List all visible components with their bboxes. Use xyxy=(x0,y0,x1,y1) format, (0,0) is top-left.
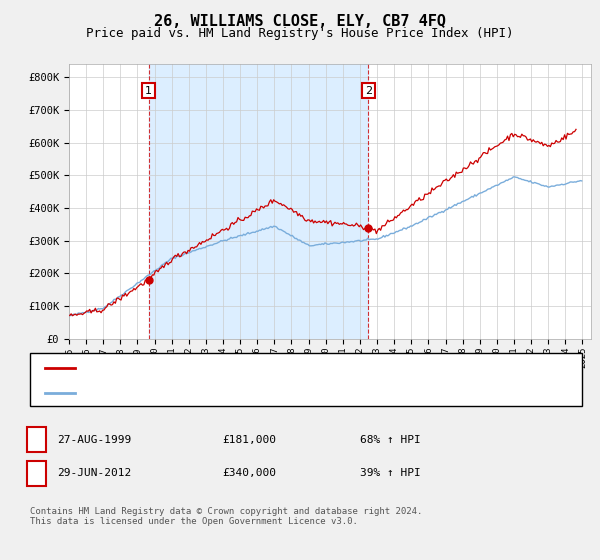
Text: Contains HM Land Registry data © Crown copyright and database right 2024.
This d: Contains HM Land Registry data © Crown c… xyxy=(30,507,422,526)
Text: 1: 1 xyxy=(33,433,40,446)
Text: £340,000: £340,000 xyxy=(222,468,276,478)
Text: 1: 1 xyxy=(145,86,152,96)
Bar xyxy=(149,64,368,339)
Text: 26, WILLIAMS CLOSE, ELY, CB7 4FQ (detached house): 26, WILLIAMS CLOSE, ELY, CB7 4FQ (detach… xyxy=(84,363,390,373)
Text: 2: 2 xyxy=(33,466,40,480)
Text: 29-JUN-2012: 29-JUN-2012 xyxy=(57,468,131,478)
Text: Price paid vs. HM Land Registry's House Price Index (HPI): Price paid vs. HM Land Registry's House … xyxy=(86,27,514,40)
Text: 26, WILLIAMS CLOSE, ELY, CB7 4FQ: 26, WILLIAMS CLOSE, ELY, CB7 4FQ xyxy=(154,14,446,29)
Text: 39% ↑ HPI: 39% ↑ HPI xyxy=(360,468,421,478)
Text: HPI: Average price, detached house, East Cambridgeshire: HPI: Average price, detached house, East… xyxy=(84,388,428,398)
Text: 68% ↑ HPI: 68% ↑ HPI xyxy=(360,435,421,445)
Text: £181,000: £181,000 xyxy=(222,435,276,445)
Text: 27-AUG-1999: 27-AUG-1999 xyxy=(57,435,131,445)
Text: 2: 2 xyxy=(365,86,372,96)
